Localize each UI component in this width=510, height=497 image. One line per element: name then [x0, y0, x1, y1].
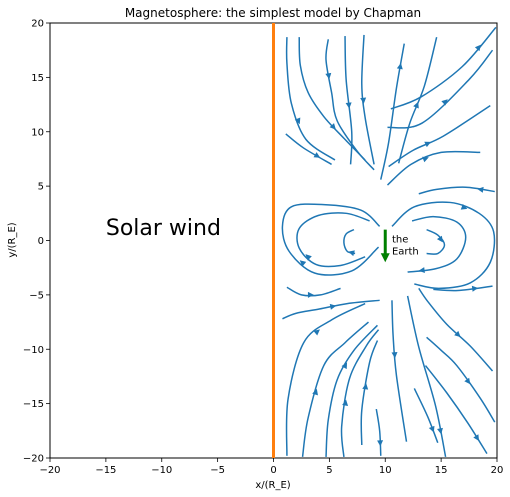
y-tick-label: 0: [38, 236, 44, 247]
streamline-arrow: [396, 63, 403, 70]
y-axis-label: y/(R_E): [7, 222, 18, 257]
streamline-arrow: [299, 260, 307, 267]
streamline-bottom-east-c: [418, 287, 494, 372]
streamline-arrow: [413, 101, 419, 109]
streamline-top-west-d: [285, 37, 336, 161]
y-ticks: −20 −15 −10 −5 0 5 10 15 20: [23, 19, 50, 465]
streamline-arrow: [471, 285, 479, 292]
y-tick-label: −15: [23, 399, 44, 410]
streamline-top-west-f: [285, 133, 332, 166]
streamline-bottom-west-d: [340, 329, 380, 457]
streamline-top-west-e: [298, 37, 366, 161]
x-tick-label: 5: [326, 465, 332, 476]
streamline-arrow: [348, 250, 355, 257]
streamline-arrow: [391, 351, 398, 359]
streamline-arrow: [454, 330, 461, 338]
x-tick-label: 20: [491, 465, 504, 476]
streamline-arrow: [436, 235, 443, 243]
streamline-bottom-east-g: [433, 285, 493, 292]
streamline-mid-loop-east: [407, 215, 467, 273]
streamline-arrow: [464, 377, 471, 385]
x-tick-label: −15: [95, 465, 116, 476]
streamline-arrow: [460, 204, 468, 210]
streamline-inner-loop-east: [426, 228, 446, 255]
streamline-arrow: [294, 117, 301, 125]
earth-label-line: Earth: [392, 247, 419, 258]
streamline-bottom-east-b: [406, 295, 447, 458]
streamline-bottom-west-c: [325, 324, 378, 457]
x-axis-label: x/(R_E): [255, 480, 290, 491]
streamline-bottom-east-h: [375, 408, 382, 456]
streamline-arrow: [422, 156, 429, 163]
streamline-arrow: [313, 152, 321, 158]
streamline-arrow: [342, 399, 349, 406]
y-tick-label: 10: [31, 127, 44, 138]
streamline-arrow: [441, 99, 448, 106]
x-tick-label: 0: [270, 465, 276, 476]
earth-dipole-arrow: [380, 229, 390, 263]
streamline-bottom-east-d: [426, 336, 496, 423]
streamline-bottom-east-f: [413, 388, 439, 444]
streamline-bottom-west-f: [282, 299, 380, 320]
streamline-arrow: [360, 97, 367, 104]
x-ticks: −20 −15 −10 −5 0 5 10 15 20: [39, 458, 503, 476]
x-tick-label: −20: [39, 465, 60, 476]
streamline-outer-loop-west: [281, 203, 381, 276]
streamline-outer-loop-east: [391, 201, 496, 290]
x-tick-label: −5: [210, 465, 225, 476]
streamline-arrow: [329, 303, 337, 310]
streamline-top-east-a: [380, 43, 405, 180]
streamline-arrow: [424, 141, 431, 148]
earth-label-line: the: [392, 235, 408, 246]
streamline-arrow: [377, 440, 384, 447]
earth-label: the Earth: [392, 235, 419, 258]
y-tick-label: −10: [23, 345, 44, 356]
x-tick-label: 15: [435, 465, 448, 476]
streamline-arrow: [325, 72, 332, 80]
streamline-arrow: [473, 434, 480, 441]
streamline-bottom-west-b: [301, 321, 369, 458]
y-tick-label: 15: [31, 73, 44, 84]
y-tick-label: 20: [31, 19, 44, 30]
streamlines: [281, 26, 497, 458]
solar-wind-label: Solar wind: [106, 216, 221, 241]
x-tick-label: 10: [379, 465, 392, 476]
streamline-arrow: [329, 123, 336, 130]
dipole-head: [380, 253, 390, 263]
streamline-arrow: [312, 388, 318, 396]
streamline-arrow: [305, 254, 312, 261]
streamline-arrow: [477, 186, 484, 193]
streamline-diag-top-east-4: [390, 26, 497, 110]
streamline-arrow: [428, 425, 435, 433]
streamline-arrow: [307, 291, 314, 298]
streamline-mid-loop-west: [296, 212, 370, 268]
streamline-arrow: [345, 102, 352, 109]
y-tick-label: −20: [23, 454, 44, 465]
y-tick-label: 5: [38, 182, 44, 193]
streamline-bottom-west-a: [285, 302, 366, 456]
streamline-arrow: [437, 427, 443, 435]
streamline-arrow: [313, 329, 320, 336]
chart-title: Magnetosphere: the simplest model by Cha…: [125, 6, 421, 20]
streamline-arrow: [474, 44, 482, 52]
streamline-arrow: [362, 383, 369, 390]
streamline-arrow: [341, 362, 348, 370]
y-tick-label: −5: [29, 290, 44, 301]
streamline-arrow: [418, 267, 425, 274]
x-tick-label: −10: [151, 465, 172, 476]
